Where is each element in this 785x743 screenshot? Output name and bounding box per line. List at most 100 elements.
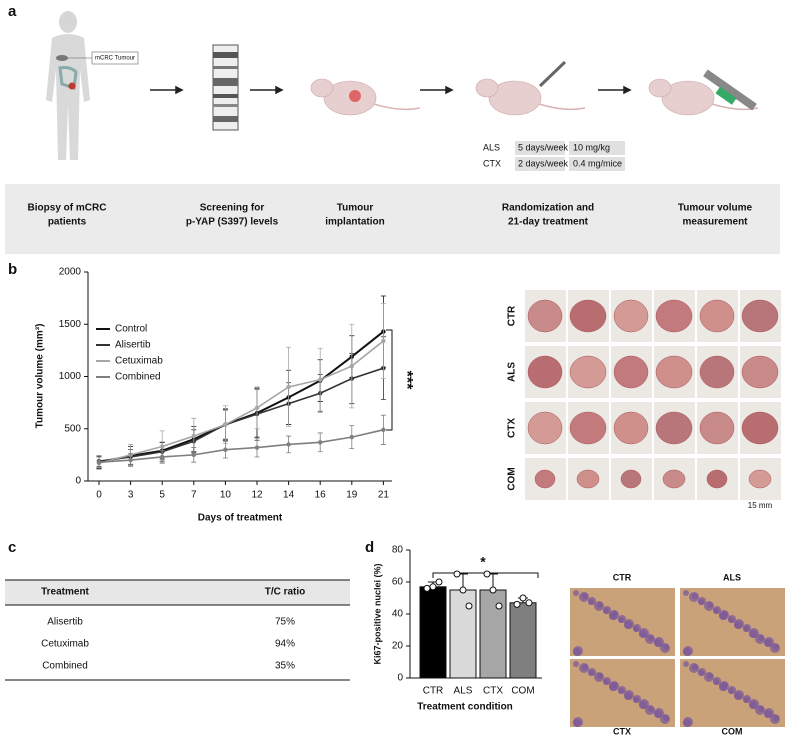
point — [483, 570, 491, 578]
annotation: *** — [398, 371, 415, 390]
regimen-dose: 10 mg/kg — [573, 142, 610, 152]
nucleus — [663, 644, 669, 650]
scale-label: 15 mm — [748, 501, 773, 510]
nucleus — [648, 635, 654, 641]
table-cell: Cetuximab — [41, 639, 89, 650]
y-axis-title: Ki67-positive nuclei (%) — [372, 563, 382, 664]
nucleus — [698, 668, 706, 676]
step-label: Randomization and — [502, 203, 594, 214]
micrograph-label: ALS — [723, 572, 741, 582]
series-line — [98, 330, 385, 464]
nucleus — [683, 590, 689, 596]
tumour-photo — [655, 355, 693, 389]
point — [435, 578, 443, 586]
micrograph-label: COM — [722, 726, 743, 736]
photo-row-label: COM — [507, 467, 518, 490]
y-tick-label: 1500 — [59, 319, 82, 330]
tumour-photo — [527, 355, 563, 389]
x-axis-title: Days of treatment — [198, 513, 283, 524]
tumour-photo — [569, 411, 607, 445]
table-header: Treatment — [41, 587, 89, 598]
nucleus — [707, 673, 713, 679]
nucleus — [692, 593, 698, 599]
tumour-photo — [620, 469, 642, 489]
step-label: Screening for — [200, 203, 265, 214]
point — [223, 422, 228, 427]
nucleus — [713, 677, 721, 685]
x-tick-label: 0 — [96, 490, 102, 501]
nucleus — [683, 646, 693, 656]
y-tick-label: 2000 — [59, 267, 82, 278]
regimen-drug: CTX — [483, 158, 501, 168]
bar — [449, 589, 477, 679]
table-cell: Combined — [42, 661, 88, 672]
table-cell: 35% — [275, 661, 295, 672]
annotation: * — [480, 554, 486, 570]
point — [191, 452, 196, 458]
y-tick-label: 500 — [64, 423, 81, 434]
tumour-photo — [699, 299, 735, 333]
x-tick-label: 3 — [128, 490, 134, 501]
nucleus — [582, 593, 588, 599]
nucleus — [648, 706, 654, 712]
nucleus — [758, 635, 764, 641]
tumour-photo — [527, 411, 563, 445]
point — [513, 600, 521, 608]
nucleus — [764, 637, 774, 647]
x-tick-label: 19 — [346, 490, 358, 501]
nucleus — [654, 637, 664, 647]
step-label: patients — [48, 217, 87, 228]
point — [318, 377, 323, 382]
tumour-label: mCRC Tumour — [95, 56, 135, 62]
panel-label: c — [8, 539, 16, 556]
x-tick-label: 12 — [251, 490, 263, 501]
regimen-schedule: 5 days/week — [518, 142, 569, 152]
x-tick-label: CTR — [423, 686, 444, 697]
table-cell: 94% — [275, 639, 295, 650]
regimen-drug: ALS — [483, 142, 500, 152]
tumour-photo — [699, 355, 735, 389]
workflow-art — [46, 11, 759, 160]
y-tick-label: 20 — [392, 641, 404, 652]
step-label: measurement — [682, 217, 748, 228]
nucleus — [773, 644, 779, 650]
point — [286, 384, 291, 390]
tumour-photo — [576, 469, 600, 489]
point — [381, 427, 386, 432]
nucleus — [743, 695, 751, 703]
nucleus — [618, 686, 626, 694]
panel-label: d — [365, 539, 374, 556]
tumour-photo — [655, 299, 693, 333]
series-line — [98, 367, 384, 462]
photo-row-label: CTX — [507, 418, 518, 438]
point — [96, 459, 102, 465]
y-tick-label: 0 — [397, 673, 403, 684]
tumour-photo — [527, 299, 563, 333]
legend-label: Control — [115, 324, 147, 335]
nucleus — [734, 619, 744, 629]
legend-label: Cetuximab — [115, 356, 163, 367]
nucleus — [603, 677, 611, 685]
nucleus — [624, 619, 634, 629]
nucleus — [573, 717, 583, 727]
nucleus — [683, 717, 693, 727]
nucleus — [573, 646, 583, 656]
nucleus — [728, 686, 736, 694]
nucleus — [633, 695, 641, 703]
photo-row-label: CTR — [507, 305, 518, 326]
nucleus — [582, 664, 588, 670]
nucleus — [573, 661, 579, 667]
x-tick-label: 10 — [220, 490, 232, 501]
step-label: Tumour volume — [678, 203, 753, 214]
series-line — [98, 429, 384, 463]
nucleus — [603, 606, 611, 614]
nucleus — [633, 624, 641, 632]
step-label: p-YAP (S397) levels — [186, 217, 279, 228]
nucleus — [758, 706, 764, 712]
nucleus — [773, 715, 779, 721]
point — [423, 584, 431, 592]
tumour-photo — [741, 411, 779, 445]
point — [160, 444, 165, 449]
regimen-cell — [515, 157, 565, 171]
step-label: Tumour — [337, 203, 374, 214]
